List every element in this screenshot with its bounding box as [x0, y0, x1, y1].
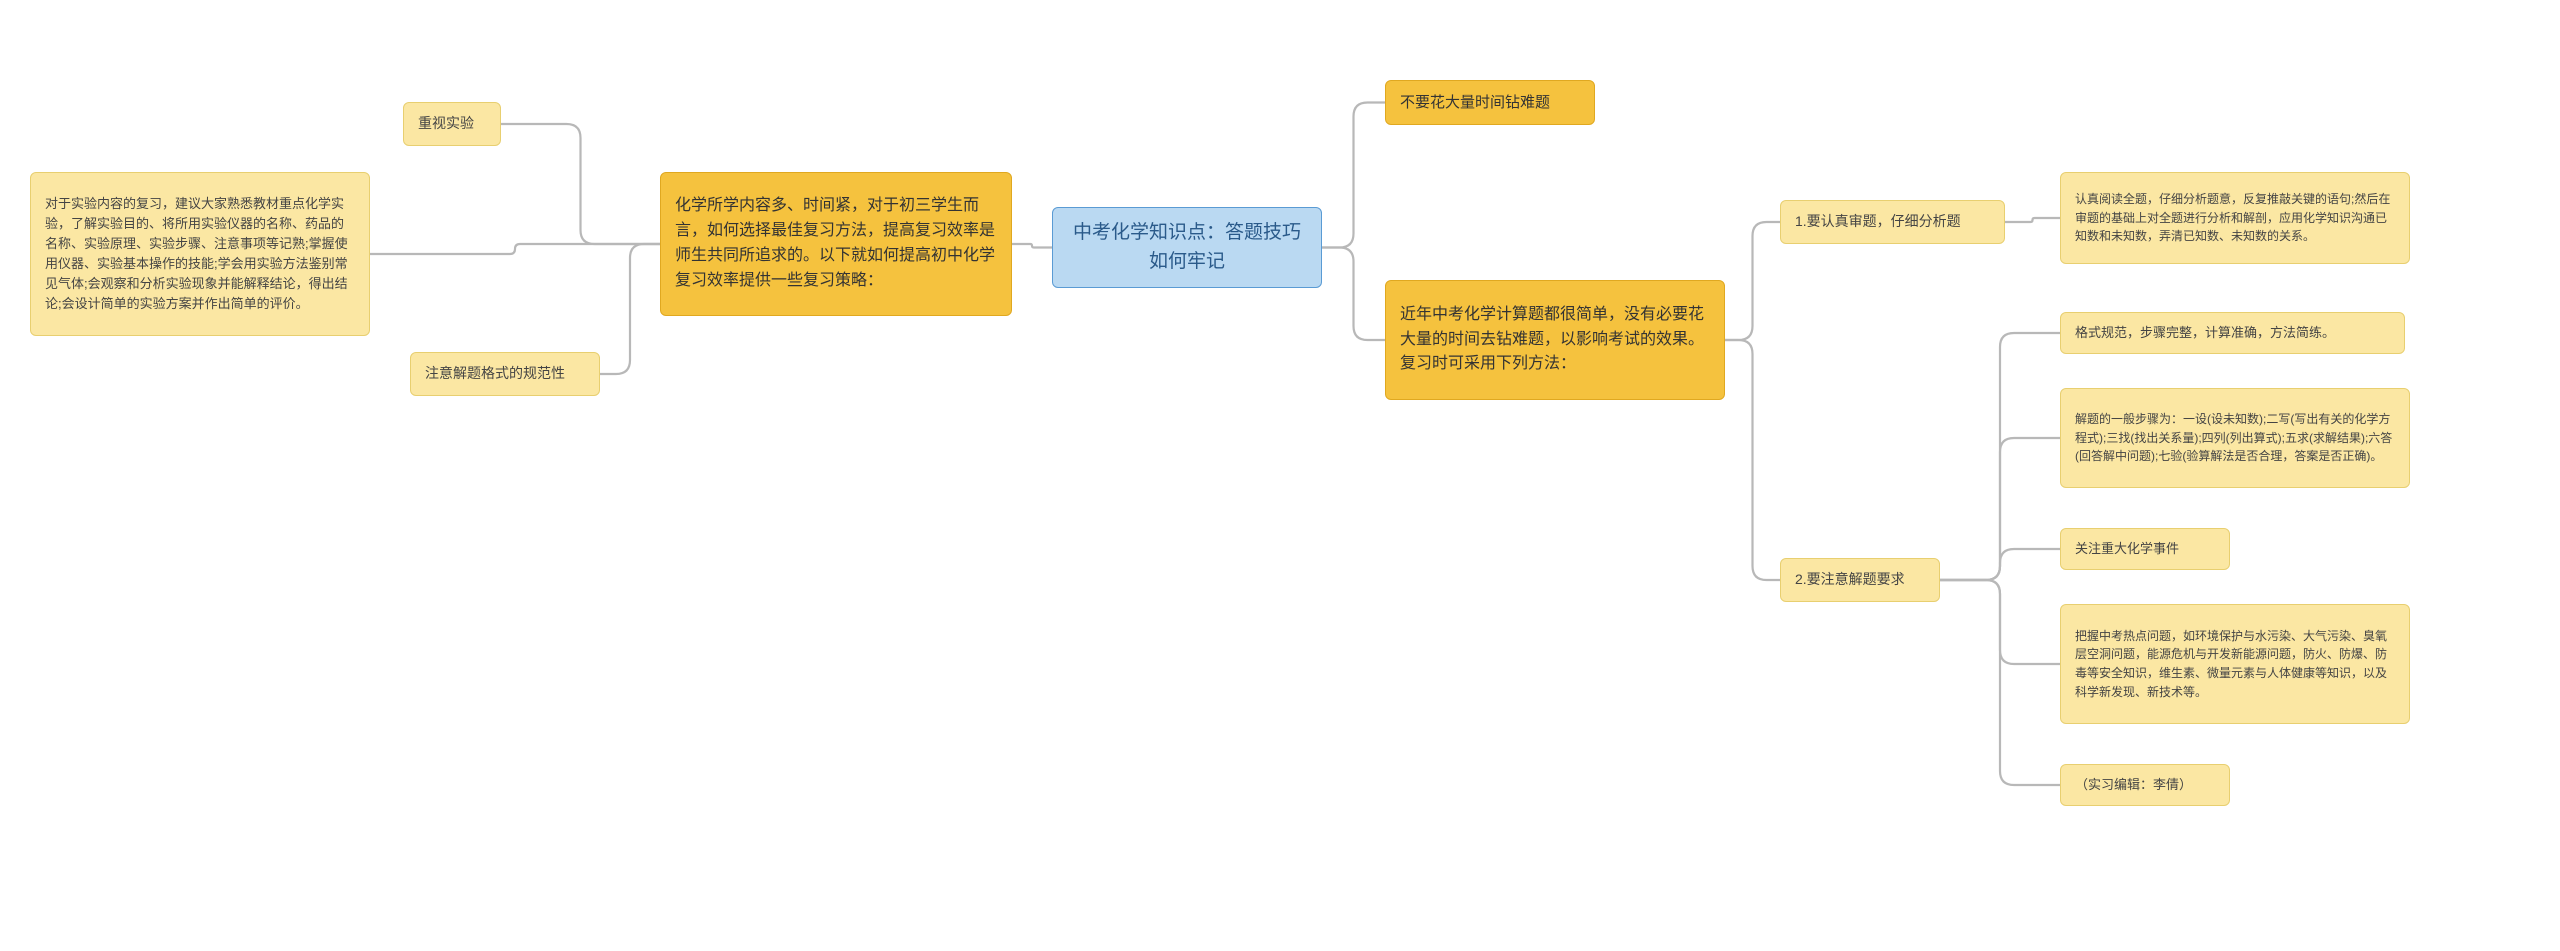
edge — [1725, 340, 1780, 580]
node-label: 中考化学知识点：答题技巧如何牢记 — [1067, 218, 1307, 277]
node-label: 注意解题格式的规范性 — [425, 363, 565, 385]
node-label: 关注重大化学事件 — [2075, 539, 2179, 559]
node-r2a: 格式规范，步骤完整，计算准确，方法简练。 — [2060, 312, 2405, 354]
node-left_main[interactable]: 化学所学内容多、时间紧，对于初三学生而言，如何选择最佳复习方法，提高复习效率是师… — [660, 172, 1012, 316]
node-left_top: 重视实验 — [403, 102, 501, 146]
node-label: 对于实验内容的复习，建议大家熟悉教材重点化学实验，了解实验目的、将所用实验仪器的… — [45, 194, 355, 315]
edge — [1940, 580, 2060, 785]
edge — [1725, 222, 1780, 340]
edge — [370, 244, 660, 254]
node-r2d: 把握中考热点问题，如环境保护与水污染、大气污染、臭氧层空洞问题，能源危机与开发新… — [2060, 604, 2410, 724]
node-r2: 2.要注意解题要求 — [1780, 558, 1940, 602]
node-r1: 1.要认真审题，仔细分析题 — [1780, 200, 2005, 244]
node-label: 格式规范，步骤完整，计算准确，方法简练。 — [2075, 323, 2335, 343]
node-left_mid: 对于实验内容的复习，建议大家熟悉教材重点化学实验，了解实验目的、将所用实验仪器的… — [30, 172, 370, 336]
edge — [501, 124, 660, 244]
node-label: 近年中考化学计算题都很简单，没有必要花大量的时间去钻难题，以影响考试的效果。复习… — [1400, 303, 1710, 377]
edge — [1940, 438, 2060, 580]
edge — [2005, 218, 2060, 222]
node-r2b: 解题的一般步骤为：一设(设未知数);二写(写出有关的化学方程式);三找(找出关系… — [2060, 388, 2410, 488]
edge — [1940, 580, 2060, 664]
node-r1_detail: 认真阅读全题，仔细分析题意，反复推敲关键的语句;然后在审题的基础上对全题进行分析… — [2060, 172, 2410, 264]
node-label: 重视实验 — [418, 113, 474, 135]
node-label: 1.要认真审题，仔细分析题 — [1795, 211, 1961, 233]
node-label: 不要花大量时间钻难题 — [1400, 91, 1550, 114]
node-label: 把握中考热点问题，如环境保护与水污染、大气污染、臭氧层空洞问题，能源危机与开发新… — [2075, 627, 2395, 701]
edge — [1322, 103, 1385, 248]
edge — [600, 244, 660, 374]
node-r2c: 关注重大化学事件 — [2060, 528, 2230, 570]
node-right_mid[interactable]: 近年中考化学计算题都很简单，没有必要花大量的时间去钻难题，以影响考试的效果。复习… — [1385, 280, 1725, 400]
node-label: 解题的一般步骤为：一设(设未知数);二写(写出有关的化学方程式);三找(找出关系… — [2075, 410, 2395, 466]
node-label: 2.要注意解题要求 — [1795, 569, 1905, 591]
edge — [1940, 333, 2060, 580]
node-label: （实习编辑：李倩） — [2075, 775, 2192, 795]
mindmap-canvas: 中考化学知识点：答题技巧如何牢记 化学所学内容多、时间紧，对于初三学生而言，如何选… — [0, 0, 2560, 951]
node-label: 认真阅读全题，仔细分析题意，反复推敲关键的语句;然后在审题的基础上对全题进行分析… — [2075, 190, 2395, 246]
edge — [1322, 248, 1385, 341]
edge — [1940, 549, 2060, 580]
node-root[interactable]: 中考化学知识点：答题技巧如何牢记 — [1052, 207, 1322, 288]
node-right_top[interactable]: 不要花大量时间钻难题 — [1385, 80, 1595, 125]
node-left_bot: 注意解题格式的规范性 — [410, 352, 600, 396]
edge — [1012, 244, 1052, 248]
node-r2e: （实习编辑：李倩） — [2060, 764, 2230, 806]
node-label: 化学所学内容多、时间紧，对于初三学生而言，如何选择最佳复习方法，提高复习效率是师… — [675, 194, 997, 293]
